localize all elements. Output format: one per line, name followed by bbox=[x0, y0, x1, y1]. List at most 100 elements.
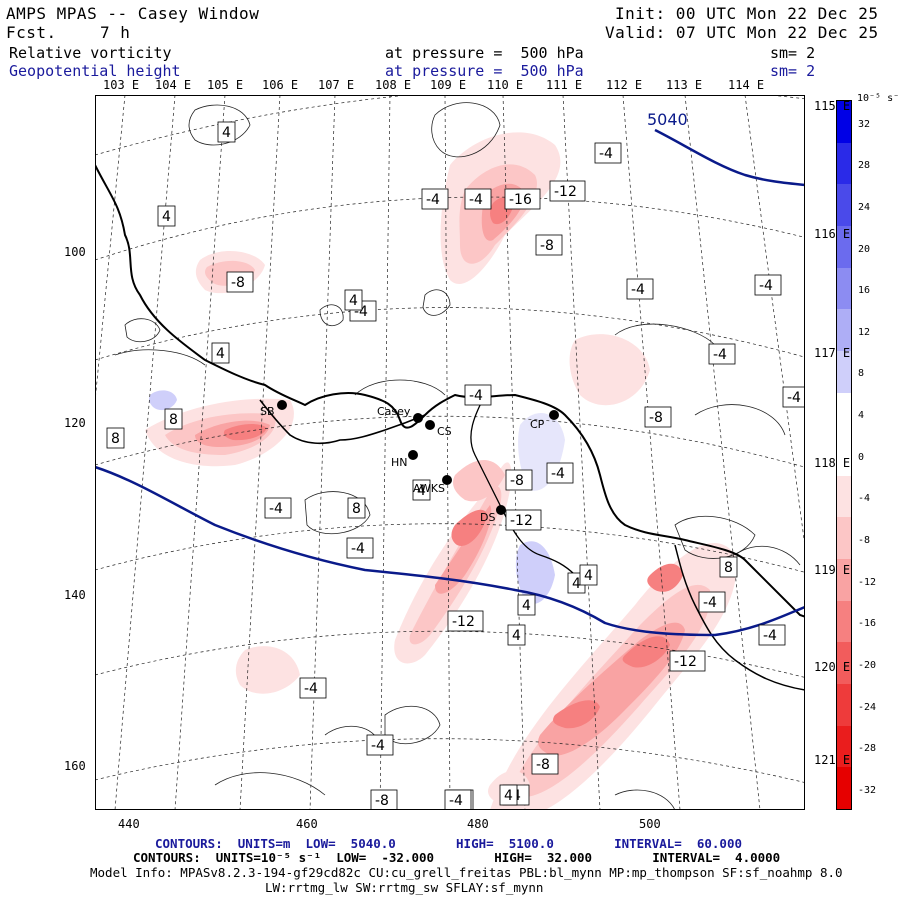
vorticity-label: 4 bbox=[216, 346, 225, 362]
vorticity-label: -4 bbox=[703, 595, 717, 611]
lon-label: 111 E bbox=[546, 78, 583, 92]
vorticity-label: -4 bbox=[763, 628, 777, 644]
stations: SB Casey CS HN AWKS CP DS bbox=[260, 400, 559, 524]
lon-label: 117 E bbox=[814, 346, 851, 360]
colorbar-label: 0 bbox=[858, 451, 865, 463]
field2-level: at pressure = 500 hPa bbox=[385, 62, 584, 80]
vorticity-label-box bbox=[594, 142, 622, 164]
vorticity-label-box bbox=[164, 408, 183, 430]
colorbar-strip bbox=[836, 100, 852, 810]
colorbar-segment bbox=[837, 725, 851, 768]
vorticity-label-box bbox=[669, 650, 706, 672]
vorticity-label-box bbox=[579, 564, 598, 586]
forecast-hour: 7 h bbox=[100, 23, 131, 42]
vorticity-label-box bbox=[157, 205, 176, 227]
map-frame bbox=[95, 95, 805, 810]
coastline-east bbox=[674, 544, 805, 691]
vorticity-label-box bbox=[344, 289, 363, 311]
colorbar-label: 24 bbox=[858, 201, 871, 213]
colorbar-label: 4 bbox=[858, 410, 865, 422]
vorticity-label: 4 bbox=[522, 598, 531, 614]
vorticity-label-box bbox=[444, 789, 472, 810]
vorticity-label: -4 bbox=[426, 192, 440, 208]
x-tick-label: 500 bbox=[639, 817, 661, 831]
vorticity-label: 8 bbox=[352, 501, 361, 517]
vorticity-label-box bbox=[264, 497, 292, 519]
vorticity-label-box bbox=[708, 343, 736, 365]
vorticity-label-box bbox=[517, 594, 536, 616]
vorticity-label-box bbox=[299, 677, 327, 699]
colorbar-label: -4 bbox=[858, 493, 871, 505]
colorbar-segment bbox=[837, 517, 851, 560]
vorticity-label-box bbox=[106, 427, 125, 449]
vorticity-label-box bbox=[211, 342, 230, 364]
valid-time: Valid: 07 UTC Mon 22 Dec 25 bbox=[605, 23, 879, 42]
station-marker bbox=[425, 420, 435, 430]
vorticity-label: -4 bbox=[469, 388, 483, 404]
colorbar-label: 16 bbox=[858, 285, 871, 297]
init-time: Init: 00 UTC Mon 22 Dec 25 bbox=[615, 4, 879, 23]
lon-label: 110 E bbox=[487, 78, 524, 92]
lon-label: 118 E bbox=[814, 456, 851, 470]
colorbar-segment bbox=[837, 350, 851, 394]
station-marker bbox=[277, 400, 287, 410]
vorticity-label-box bbox=[754, 274, 782, 296]
ridge-line bbox=[470, 394, 576, 576]
vorticity-label: 4 bbox=[512, 628, 521, 644]
colorbar-segment bbox=[837, 184, 851, 227]
vorticity-label-box bbox=[505, 469, 533, 491]
vorticity-label: 4 bbox=[584, 568, 593, 584]
colorbar-label: -8 bbox=[858, 535, 871, 547]
lon-label: 115 E bbox=[814, 99, 851, 113]
colorbar-label: 32 bbox=[858, 118, 871, 130]
vorticity-label-box bbox=[347, 497, 366, 519]
x-tick-label: 440 bbox=[118, 817, 140, 831]
colorbar-segment bbox=[837, 225, 851, 269]
vorticity-label-box bbox=[499, 784, 518, 806]
lon-label: 119 E bbox=[814, 563, 851, 577]
colorbar-label: -28 bbox=[858, 743, 877, 755]
vorticity-label: -4 bbox=[599, 146, 613, 162]
height-contour bbox=[654, 128, 805, 187]
vorticity-label: -12 bbox=[554, 184, 577, 200]
height-contour-info: CONTOURS: UNITS=m LOW= 5040.0 HIGH= 5100… bbox=[155, 836, 742, 851]
colorbar-label: -20 bbox=[858, 659, 877, 671]
ice-shelf-edge bbox=[259, 399, 426, 445]
lon-label: 108 E bbox=[375, 78, 412, 92]
station-marker bbox=[549, 410, 559, 420]
vorticity-contour-info: CONTOURS: UNITS=10⁻⁵ s⁻¹ LOW= -32.000 HI… bbox=[133, 850, 781, 865]
colorbar-label: -12 bbox=[858, 576, 877, 588]
colorbar-segment bbox=[837, 309, 851, 352]
lon-label: 116 E bbox=[814, 227, 851, 241]
field1-smoothing: sm= 2 bbox=[770, 44, 816, 62]
colorbar-segment bbox=[837, 559, 851, 602]
colorbar-segment bbox=[837, 267, 851, 310]
colorbar-segment bbox=[837, 101, 851, 144]
vorticity-label: -12 bbox=[674, 654, 697, 670]
vorticity-label: 8 bbox=[169, 412, 178, 428]
vorticity-label: 4 bbox=[504, 788, 513, 804]
colorbar-segment bbox=[837, 142, 851, 185]
vorticity-label-box bbox=[531, 753, 559, 775]
vorticity-label-box bbox=[421, 188, 449, 210]
field1-name: Relative vorticity bbox=[9, 44, 172, 62]
vorticity-label-box bbox=[505, 509, 542, 531]
vorticity-label: -4 bbox=[351, 541, 365, 557]
colorbar-label: 8 bbox=[858, 368, 865, 380]
vorticity-label-box bbox=[504, 188, 541, 210]
vorticity-label-box bbox=[412, 479, 431, 501]
vorticity-label: -4 bbox=[759, 278, 773, 294]
vorticity-label-box bbox=[366, 734, 394, 756]
lon-label: 112 E bbox=[606, 78, 643, 92]
colorbar-segment bbox=[837, 475, 851, 518]
vorticity-label: 4 bbox=[572, 576, 581, 592]
vorticity-label: 4 bbox=[417, 483, 426, 499]
vorticity-label: -16 bbox=[509, 192, 532, 208]
vorticity-label: -4 bbox=[469, 192, 483, 208]
vorticity-label-box bbox=[782, 386, 805, 408]
y-tick-label: 120 bbox=[64, 416, 86, 430]
lon-label: 103 E bbox=[103, 78, 140, 92]
vorticity-label: -8 bbox=[231, 275, 245, 291]
vorticity-label: -12 bbox=[510, 513, 533, 529]
vorticity-label-box bbox=[507, 624, 526, 646]
